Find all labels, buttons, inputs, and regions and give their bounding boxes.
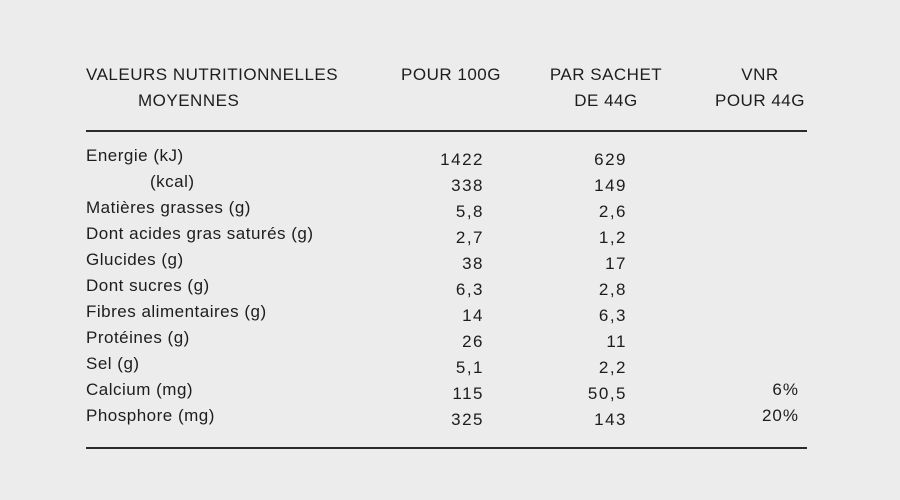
value-per-sachet: 2,2 [598,358,627,377]
table-row: Protéines (g) 26 11 [0,325,900,351]
value-per-sachet: 17 [605,254,627,273]
table-row: Phosphore (mg) 325 143 20% [0,403,900,429]
value-per-100g: 5,1 [455,358,484,377]
row-label: Fibres alimentaires (g) [86,302,267,321]
row-label: Dont acides gras saturés (g) [86,224,314,243]
table-top-divider [86,130,807,132]
row-label: Dont sucres (g) [86,276,210,295]
value-per-sachet: 11 [606,332,627,351]
table-row: Fibres alimentaires (g) 14 6,3 [0,299,900,325]
value-per-sachet: 149 [594,176,627,195]
table-bottom-divider [86,447,807,449]
header-per-sachet-line2: DE 44G [574,91,638,110]
row-label: Sel (g) [86,354,140,373]
table-body: Energie (kJ) 1422 629 (kcal) 338 149 Mat… [0,143,900,429]
row-label: Glucides (g) [86,250,184,269]
value-per-100g: 38 [462,254,484,273]
table-row: Matières grasses (g) 5,8 2,6 [0,195,900,221]
value-per-sachet: 6,3 [598,306,627,325]
value-per-sachet: 2,8 [598,280,627,299]
header-vnr-line2: POUR 44G [715,91,805,110]
table-row: Glucides (g) 38 17 [0,247,900,273]
row-label: Phosphore (mg) [86,406,215,425]
value-per-100g: 5,8 [455,202,484,221]
value-per-sachet: 1,2 [598,228,627,247]
value-per-sachet: 629 [594,150,627,169]
value-per-100g: 6,3 [455,280,484,299]
header-per-sachet-line1: PAR SACHET [549,65,663,84]
row-label: (kcal) [150,172,195,191]
value-vnr: 20% [761,406,799,425]
value-per-100g: 2,7 [455,228,484,247]
row-label: Matières grasses (g) [86,198,251,217]
table-row: Dont acides gras saturés (g) 2,7 1,2 [0,221,900,247]
value-vnr: 6% [772,380,799,399]
header-nutrition-values-line2: MOYENNES [138,91,240,110]
row-label: Calcium (mg) [86,380,194,399]
table-row: Energie (kJ) 1422 629 [0,143,900,169]
header-vnr-line1: VNR [741,65,779,84]
value-per-100g: 14 [462,306,484,325]
header-nutrition-values-line1: VALEURS NUTRITIONNELLES [86,65,339,84]
value-per-100g: 26 [462,332,484,351]
header-per-sachet: PAR SACHET DE 44G [526,62,686,114]
header-nutrition-values: VALEURS NUTRITIONNELLES MOYENNES [86,62,376,114]
row-label: Energie (kJ) [86,146,184,165]
value-per-100g: 325 [451,410,484,429]
row-label: Protéines (g) [86,328,190,347]
value-per-100g: 115 [452,384,484,403]
table-row: Dont sucres (g) 6,3 2,8 [0,273,900,299]
value-per-100g: 338 [451,176,484,195]
header-vnr: VNR POUR 44G [680,62,840,114]
value-per-100g: 1422 [440,150,484,169]
table-row: Calcium (mg) 115 50,5 6% [0,377,900,403]
table-row: (kcal) 338 149 [0,169,900,195]
value-per-sachet: 2,6 [598,202,627,221]
header-per-100g-label: POUR 100G [401,65,501,84]
value-per-sachet: 50,5 [587,384,627,403]
table-row: Sel (g) 5,1 2,2 [0,351,900,377]
value-per-sachet: 143 [594,410,627,429]
header-per-100g: POUR 100G [371,62,531,88]
